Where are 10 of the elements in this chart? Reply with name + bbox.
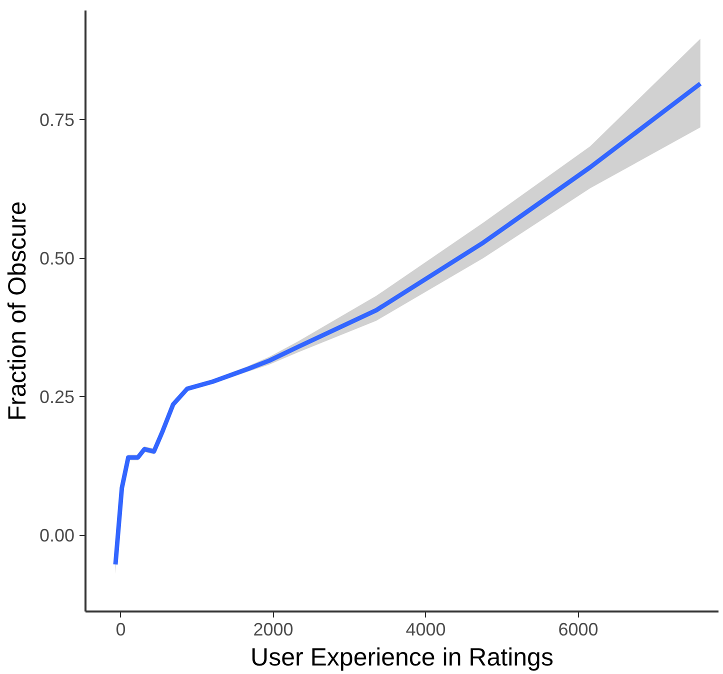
x-tick-label: 4000 xyxy=(406,620,446,640)
y-tick-label: 0.25 xyxy=(39,387,75,408)
x-tick-label: 0 xyxy=(116,620,126,640)
x-tick-label: 2000 xyxy=(253,620,294,640)
x-tick-label: 6000 xyxy=(558,620,598,640)
y-tick-label: 0.50 xyxy=(39,248,75,269)
y-axis-title: Fraction of Obscure xyxy=(3,201,32,421)
y-tick-label: 0.75 xyxy=(39,110,75,130)
x-axis-title: User Experience in Ratings xyxy=(250,644,554,672)
y-tick-label: 0.00 xyxy=(39,526,75,546)
